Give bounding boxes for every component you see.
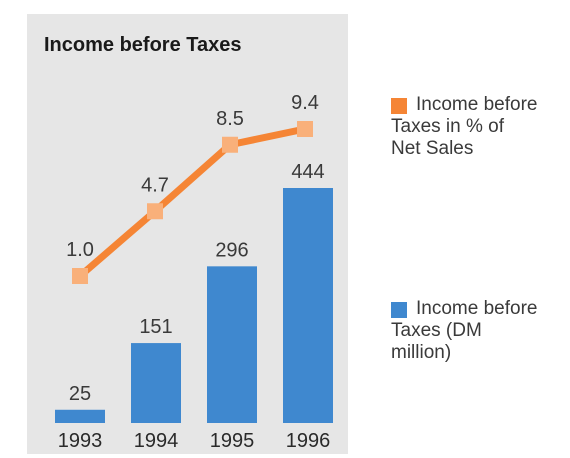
x-tick-1996: 1996 — [286, 430, 331, 452]
percent-marker-1994 — [147, 203, 163, 220]
x-tick-1995: 1995 — [210, 430, 255, 452]
bar-value-label-1994: 151 — [139, 316, 172, 338]
bar-1995 — [207, 266, 257, 423]
percent-value-label-1995: 8.5 — [216, 108, 244, 130]
percent-marker-1996 — [297, 121, 313, 137]
percent-marker-1993 — [72, 268, 88, 284]
x-tick-1993: 1993 — [58, 430, 103, 452]
legend-swatch-orange — [391, 98, 407, 114]
percent-value-label-1996: 9.4 — [291, 92, 319, 114]
bar-value-label-1995: 296 — [215, 239, 248, 261]
percent-value-label-1994: 4.7 — [141, 174, 169, 196]
legend-swatch-blue — [391, 302, 407, 318]
legend-label-dm: Income before Taxes (DM million) — [391, 298, 538, 363]
bar-1994 — [131, 343, 181, 423]
chart-title: Income before Taxes — [44, 34, 242, 56]
bar-value-label-1996: 444 — [291, 161, 324, 183]
bar-value-label-1993: 25 — [69, 383, 91, 405]
bar-1996 — [283, 188, 333, 423]
percent-value-label-1993: 1.0 — [66, 239, 94, 261]
legend-label-percent: Income before Taxes in % of Net Sales — [391, 94, 538, 159]
percent-line — [77, 125, 306, 279]
x-tick-1994: 1994 — [134, 430, 179, 452]
percent-marker-1995 — [222, 136, 238, 153]
bar-1993 — [55, 409, 105, 423]
